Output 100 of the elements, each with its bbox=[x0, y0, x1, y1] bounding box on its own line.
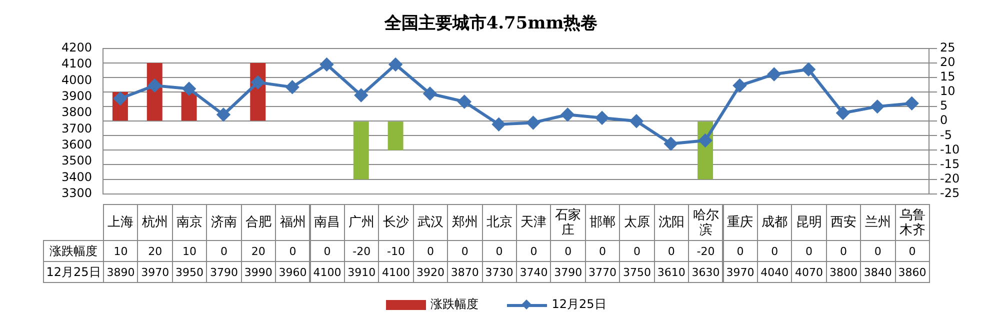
data-label: 3610 bbox=[654, 261, 690, 283]
data-label: 0 bbox=[584, 240, 620, 262]
x-tick-label: 重庆 bbox=[722, 204, 758, 241]
data-label: 0 bbox=[860, 240, 896, 262]
data-label: 20 bbox=[240, 240, 276, 262]
x-tick-label: 福州 bbox=[275, 204, 310, 241]
data-label: 3950 bbox=[172, 261, 208, 283]
point bbox=[320, 58, 334, 72]
data-label: 0 bbox=[756, 240, 792, 262]
point bbox=[561, 108, 574, 122]
point bbox=[423, 87, 436, 100]
point bbox=[458, 95, 471, 108]
data-label: 0 bbox=[550, 240, 586, 262]
y-tick-label: 3600 bbox=[61, 137, 92, 152]
data-label: 3890 bbox=[103, 261, 138, 283]
y-tick-label: 3900 bbox=[61, 88, 92, 103]
point bbox=[526, 116, 540, 130]
point bbox=[698, 134, 712, 147]
point bbox=[389, 58, 402, 72]
point bbox=[596, 111, 609, 124]
data-label: 3910 bbox=[344, 261, 380, 283]
data-label: 0 bbox=[310, 240, 345, 262]
data-label: 0 bbox=[654, 240, 690, 262]
data-label: 20 bbox=[137, 240, 173, 262]
point bbox=[836, 106, 850, 120]
data-label: 3920 bbox=[412, 261, 448, 283]
data-label: 0 bbox=[619, 240, 655, 262]
data-label: 0 bbox=[482, 240, 517, 262]
point bbox=[802, 62, 816, 76]
bar bbox=[388, 122, 404, 150]
bar bbox=[353, 122, 369, 180]
data-label: 3730 bbox=[482, 261, 517, 283]
point bbox=[114, 92, 127, 105]
data-label: -10 bbox=[378, 240, 414, 262]
point bbox=[492, 118, 506, 131]
x-tick-label: 太原 bbox=[619, 204, 655, 241]
x-tick-label: 昆明 bbox=[791, 204, 827, 241]
point bbox=[251, 76, 264, 89]
data-label: 0 bbox=[206, 240, 242, 262]
x-tick-label: 郑州 bbox=[447, 204, 483, 241]
y2-tick-label: 5 bbox=[940, 98, 948, 113]
y2-tick-label: -5 bbox=[940, 128, 952, 142]
y-tick-label: 3400 bbox=[61, 170, 92, 184]
point bbox=[733, 79, 746, 92]
data-label: 3870 bbox=[447, 261, 483, 283]
y2-tick-label: -15 bbox=[940, 156, 960, 171]
data-label: 3800 bbox=[826, 261, 862, 283]
data-label: 0 bbox=[894, 240, 930, 262]
data-label: 0 bbox=[722, 240, 758, 262]
data-label: 0 bbox=[447, 240, 483, 262]
point bbox=[870, 100, 884, 114]
x-tick-label: 长沙 bbox=[378, 204, 414, 241]
data-label: 3990 bbox=[240, 261, 276, 283]
data-label: 10 bbox=[103, 240, 138, 262]
y-tick-label: 4200 bbox=[61, 40, 92, 55]
point bbox=[216, 108, 230, 122]
data-label: 3860 bbox=[894, 261, 930, 283]
point bbox=[768, 68, 781, 81]
x-tick-label: 北京 bbox=[482, 204, 517, 241]
y-tick-label: 3700 bbox=[61, 121, 92, 136]
x-tick-label: 石家庄 bbox=[550, 204, 586, 241]
point bbox=[630, 114, 643, 128]
legend-label: 涨跌幅度 bbox=[430, 296, 479, 313]
x-tick-label: 南昌 bbox=[310, 204, 345, 241]
data-label: 3790 bbox=[206, 261, 242, 283]
x-tick-label: 济南 bbox=[206, 204, 242, 241]
data-label: 3840 bbox=[860, 261, 896, 283]
point bbox=[664, 137, 678, 150]
y2-tick-label: -25 bbox=[940, 186, 960, 200]
data-label: 4070 bbox=[791, 261, 827, 283]
y2-tick-label: -20 bbox=[940, 171, 960, 186]
x-tick-label: 邯郸 bbox=[584, 204, 620, 241]
data-label: -20 bbox=[688, 240, 724, 262]
y-tick-label: 3300 bbox=[61, 186, 92, 200]
data-label: 4100 bbox=[378, 261, 414, 283]
y2-tick-label: 20 bbox=[940, 55, 956, 70]
y-tick-label: 3800 bbox=[61, 105, 92, 120]
data-label: 3630 bbox=[688, 261, 724, 283]
data-label: -20 bbox=[344, 240, 380, 262]
y2-tick-label: 25 bbox=[940, 40, 956, 55]
y2-tick-label: 10 bbox=[940, 84, 956, 98]
x-tick-label: 武汉 bbox=[412, 204, 448, 241]
data-label: 3960 bbox=[275, 261, 310, 283]
data-label: 3770 bbox=[584, 261, 620, 283]
y2-tick-label: 15 bbox=[940, 70, 956, 84]
x-tick-label: 南京 bbox=[172, 204, 208, 241]
x-tick-label: 西安 bbox=[826, 204, 862, 241]
y2-tick-label: 0 bbox=[940, 113, 948, 128]
data-label: 0 bbox=[412, 240, 448, 262]
data-label: 3970 bbox=[722, 261, 758, 283]
x-tick-label: 兰州 bbox=[860, 204, 896, 241]
bar bbox=[181, 92, 197, 121]
data-label: 3790 bbox=[550, 261, 586, 283]
point bbox=[905, 96, 918, 110]
text: 涨跌幅度 bbox=[50, 244, 98, 258]
data-label: 4040 bbox=[756, 261, 792, 283]
x-tick-label: 上海 bbox=[103, 204, 138, 241]
y2-tick-label: -10 bbox=[940, 142, 960, 156]
data-label: 0 bbox=[791, 240, 827, 262]
y-tick-label: 4100 bbox=[61, 56, 92, 71]
